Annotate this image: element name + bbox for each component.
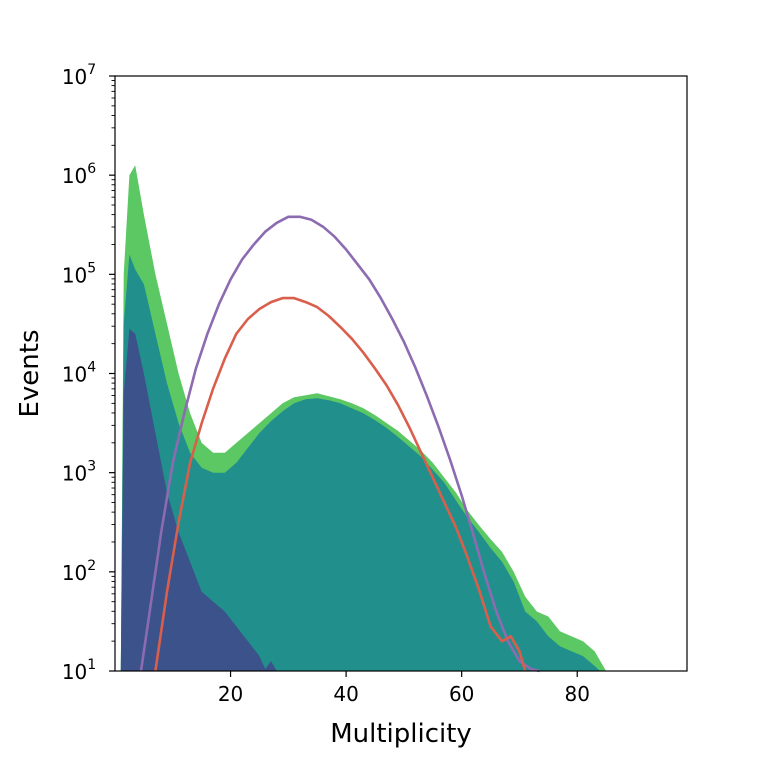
x-tick-label: 20 — [218, 682, 243, 706]
y-tick-label: 107 — [62, 62, 96, 89]
series-line-5 — [154, 296, 527, 672]
x-tick-label: 80 — [564, 682, 589, 706]
y-tick-label: 105 — [62, 260, 96, 287]
y-tick-label: 102 — [62, 558, 96, 585]
series-area-2 — [120, 254, 601, 671]
series-line-4 — [139, 215, 540, 673]
y-axis-label: Events — [15, 329, 45, 417]
series-area-3 — [120, 328, 277, 671]
x-tick-label: 60 — [449, 682, 474, 706]
y-tick-label: 103 — [62, 459, 96, 486]
y-tick-label: 106 — [62, 161, 96, 188]
y-tick-label: 101 — [62, 657, 96, 684]
y-tick-label: 104 — [62, 360, 96, 387]
axis-ticks: 20 40 60 80 101 102 103 104 105 106 107 — [62, 62, 590, 706]
plot-area — [120, 165, 607, 673]
x-tick-label: 40 — [333, 682, 358, 706]
x-axis-label: Multiplicity — [330, 719, 472, 749]
